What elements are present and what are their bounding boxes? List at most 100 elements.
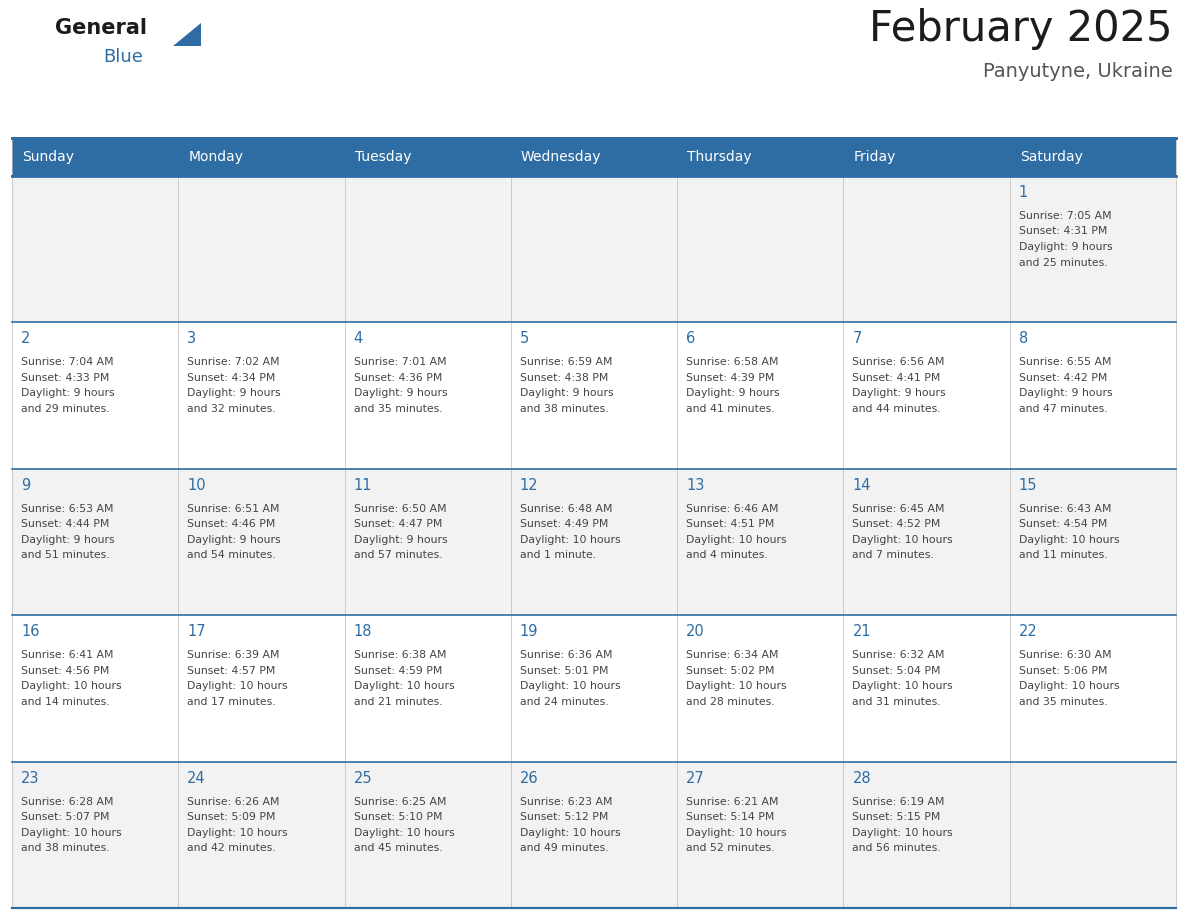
Text: Sunset: 5:10 PM: Sunset: 5:10 PM <box>354 812 442 823</box>
Text: 7: 7 <box>853 331 861 346</box>
Text: and 35 minutes.: and 35 minutes. <box>354 404 442 414</box>
Text: 26: 26 <box>520 770 538 786</box>
Text: Sunset: 5:04 PM: Sunset: 5:04 PM <box>853 666 941 676</box>
Text: Sunset: 4:34 PM: Sunset: 4:34 PM <box>188 373 276 383</box>
Text: and 56 minutes.: and 56 minutes. <box>853 843 941 853</box>
Text: 1: 1 <box>1019 185 1028 200</box>
Text: 24: 24 <box>188 770 206 786</box>
Text: Sunset: 4:39 PM: Sunset: 4:39 PM <box>687 373 775 383</box>
Text: Sunrise: 7:05 AM: Sunrise: 7:05 AM <box>1019 211 1111 221</box>
Text: 6: 6 <box>687 331 695 346</box>
Text: Daylight: 10 hours: Daylight: 10 hours <box>687 535 786 544</box>
Text: Sunset: 4:46 PM: Sunset: 4:46 PM <box>188 520 276 530</box>
Text: Sunrise: 6:30 AM: Sunrise: 6:30 AM <box>1019 650 1111 660</box>
Text: Sunrise: 6:38 AM: Sunrise: 6:38 AM <box>354 650 446 660</box>
Text: Sunset: 4:42 PM: Sunset: 4:42 PM <box>1019 373 1107 383</box>
Text: 10: 10 <box>188 477 206 493</box>
Text: Monday: Monday <box>188 150 244 164</box>
Text: Sunrise: 6:46 AM: Sunrise: 6:46 AM <box>687 504 778 514</box>
Text: Sunrise: 6:43 AM: Sunrise: 6:43 AM <box>1019 504 1111 514</box>
Bar <box>12 176 1176 322</box>
Text: Daylight: 10 hours: Daylight: 10 hours <box>687 681 786 691</box>
Text: 11: 11 <box>354 477 372 493</box>
Text: Sunrise: 6:50 AM: Sunrise: 6:50 AM <box>354 504 447 514</box>
Text: Daylight: 10 hours: Daylight: 10 hours <box>520 681 620 691</box>
Text: Sunset: 4:31 PM: Sunset: 4:31 PM <box>1019 227 1107 237</box>
Bar <box>12 615 1176 762</box>
Text: Daylight: 10 hours: Daylight: 10 hours <box>1019 681 1119 691</box>
Text: Sunrise: 6:39 AM: Sunrise: 6:39 AM <box>188 650 280 660</box>
Text: Sunrise: 6:56 AM: Sunrise: 6:56 AM <box>853 357 944 367</box>
Text: Daylight: 10 hours: Daylight: 10 hours <box>188 828 287 837</box>
Text: Sunrise: 6:28 AM: Sunrise: 6:28 AM <box>21 797 114 807</box>
Text: Tuesday: Tuesday <box>354 150 411 164</box>
Text: and 32 minutes.: and 32 minutes. <box>188 404 276 414</box>
Text: and 4 minutes.: and 4 minutes. <box>687 550 767 560</box>
Text: 21: 21 <box>853 624 871 639</box>
Text: and 38 minutes.: and 38 minutes. <box>520 404 608 414</box>
Text: Sunrise: 6:23 AM: Sunrise: 6:23 AM <box>520 797 612 807</box>
Text: 5: 5 <box>520 331 529 346</box>
Text: Sunset: 4:56 PM: Sunset: 4:56 PM <box>21 666 109 676</box>
Text: Sunrise: 6:21 AM: Sunrise: 6:21 AM <box>687 797 778 807</box>
Text: Sunrise: 6:34 AM: Sunrise: 6:34 AM <box>687 650 778 660</box>
Text: 22: 22 <box>1019 624 1037 639</box>
Text: 12: 12 <box>520 477 538 493</box>
Text: Daylight: 9 hours: Daylight: 9 hours <box>188 535 280 544</box>
Text: 3: 3 <box>188 331 196 346</box>
Text: Sunrise: 7:02 AM: Sunrise: 7:02 AM <box>188 357 280 367</box>
Text: General: General <box>55 18 147 38</box>
Text: and 41 minutes.: and 41 minutes. <box>687 404 775 414</box>
Text: Daylight: 10 hours: Daylight: 10 hours <box>21 828 121 837</box>
Text: 8: 8 <box>1019 331 1028 346</box>
Text: Sunset: 5:01 PM: Sunset: 5:01 PM <box>520 666 608 676</box>
Text: 4: 4 <box>354 331 362 346</box>
Text: Sunrise: 6:41 AM: Sunrise: 6:41 AM <box>21 650 114 660</box>
Text: and 47 minutes.: and 47 minutes. <box>1019 404 1107 414</box>
Text: 25: 25 <box>354 770 372 786</box>
Text: Daylight: 10 hours: Daylight: 10 hours <box>354 828 454 837</box>
Text: 20: 20 <box>687 624 704 639</box>
Text: Sunset: 4:36 PM: Sunset: 4:36 PM <box>354 373 442 383</box>
Text: Sunset: 5:15 PM: Sunset: 5:15 PM <box>853 812 941 823</box>
Text: 9: 9 <box>21 477 30 493</box>
Text: Daylight: 10 hours: Daylight: 10 hours <box>687 828 786 837</box>
Text: and 31 minutes.: and 31 minutes. <box>853 697 941 707</box>
Text: Daylight: 10 hours: Daylight: 10 hours <box>188 681 287 691</box>
Text: February 2025: February 2025 <box>870 8 1173 50</box>
Text: and 25 minutes.: and 25 minutes. <box>1019 258 1107 267</box>
Text: and 49 minutes.: and 49 minutes. <box>520 843 608 853</box>
Text: and 24 minutes.: and 24 minutes. <box>520 697 608 707</box>
Text: 16: 16 <box>21 624 39 639</box>
Text: Daylight: 10 hours: Daylight: 10 hours <box>853 535 953 544</box>
Text: Sunset: 5:12 PM: Sunset: 5:12 PM <box>520 812 608 823</box>
Text: Sunset: 4:47 PM: Sunset: 4:47 PM <box>354 520 442 530</box>
Text: and 14 minutes.: and 14 minutes. <box>21 697 109 707</box>
Text: Sunset: 4:41 PM: Sunset: 4:41 PM <box>853 373 941 383</box>
Text: and 54 minutes.: and 54 minutes. <box>188 550 276 560</box>
Text: Daylight: 9 hours: Daylight: 9 hours <box>520 388 613 398</box>
Text: 23: 23 <box>21 770 39 786</box>
Text: Daylight: 10 hours: Daylight: 10 hours <box>520 535 620 544</box>
Text: and 11 minutes.: and 11 minutes. <box>1019 550 1107 560</box>
Text: Daylight: 10 hours: Daylight: 10 hours <box>21 681 121 691</box>
Text: Sunset: 5:07 PM: Sunset: 5:07 PM <box>21 812 109 823</box>
Text: and 57 minutes.: and 57 minutes. <box>354 550 442 560</box>
Text: Daylight: 9 hours: Daylight: 9 hours <box>1019 242 1112 252</box>
Text: Sunset: 5:14 PM: Sunset: 5:14 PM <box>687 812 775 823</box>
Text: 18: 18 <box>354 624 372 639</box>
Text: Blue: Blue <box>103 48 143 66</box>
Text: Daylight: 9 hours: Daylight: 9 hours <box>21 535 114 544</box>
Text: and 35 minutes.: and 35 minutes. <box>1019 697 1107 707</box>
Text: 14: 14 <box>853 477 871 493</box>
Text: Daylight: 9 hours: Daylight: 9 hours <box>354 388 447 398</box>
Text: Sunset: 4:59 PM: Sunset: 4:59 PM <box>354 666 442 676</box>
Bar <box>12 762 1176 908</box>
Text: Sunrise: 7:04 AM: Sunrise: 7:04 AM <box>21 357 114 367</box>
Text: Sunrise: 6:25 AM: Sunrise: 6:25 AM <box>354 797 446 807</box>
Text: Daylight: 9 hours: Daylight: 9 hours <box>188 388 280 398</box>
Text: Daylight: 10 hours: Daylight: 10 hours <box>853 681 953 691</box>
Text: 13: 13 <box>687 477 704 493</box>
Text: 15: 15 <box>1019 477 1037 493</box>
Text: and 51 minutes.: and 51 minutes. <box>21 550 109 560</box>
